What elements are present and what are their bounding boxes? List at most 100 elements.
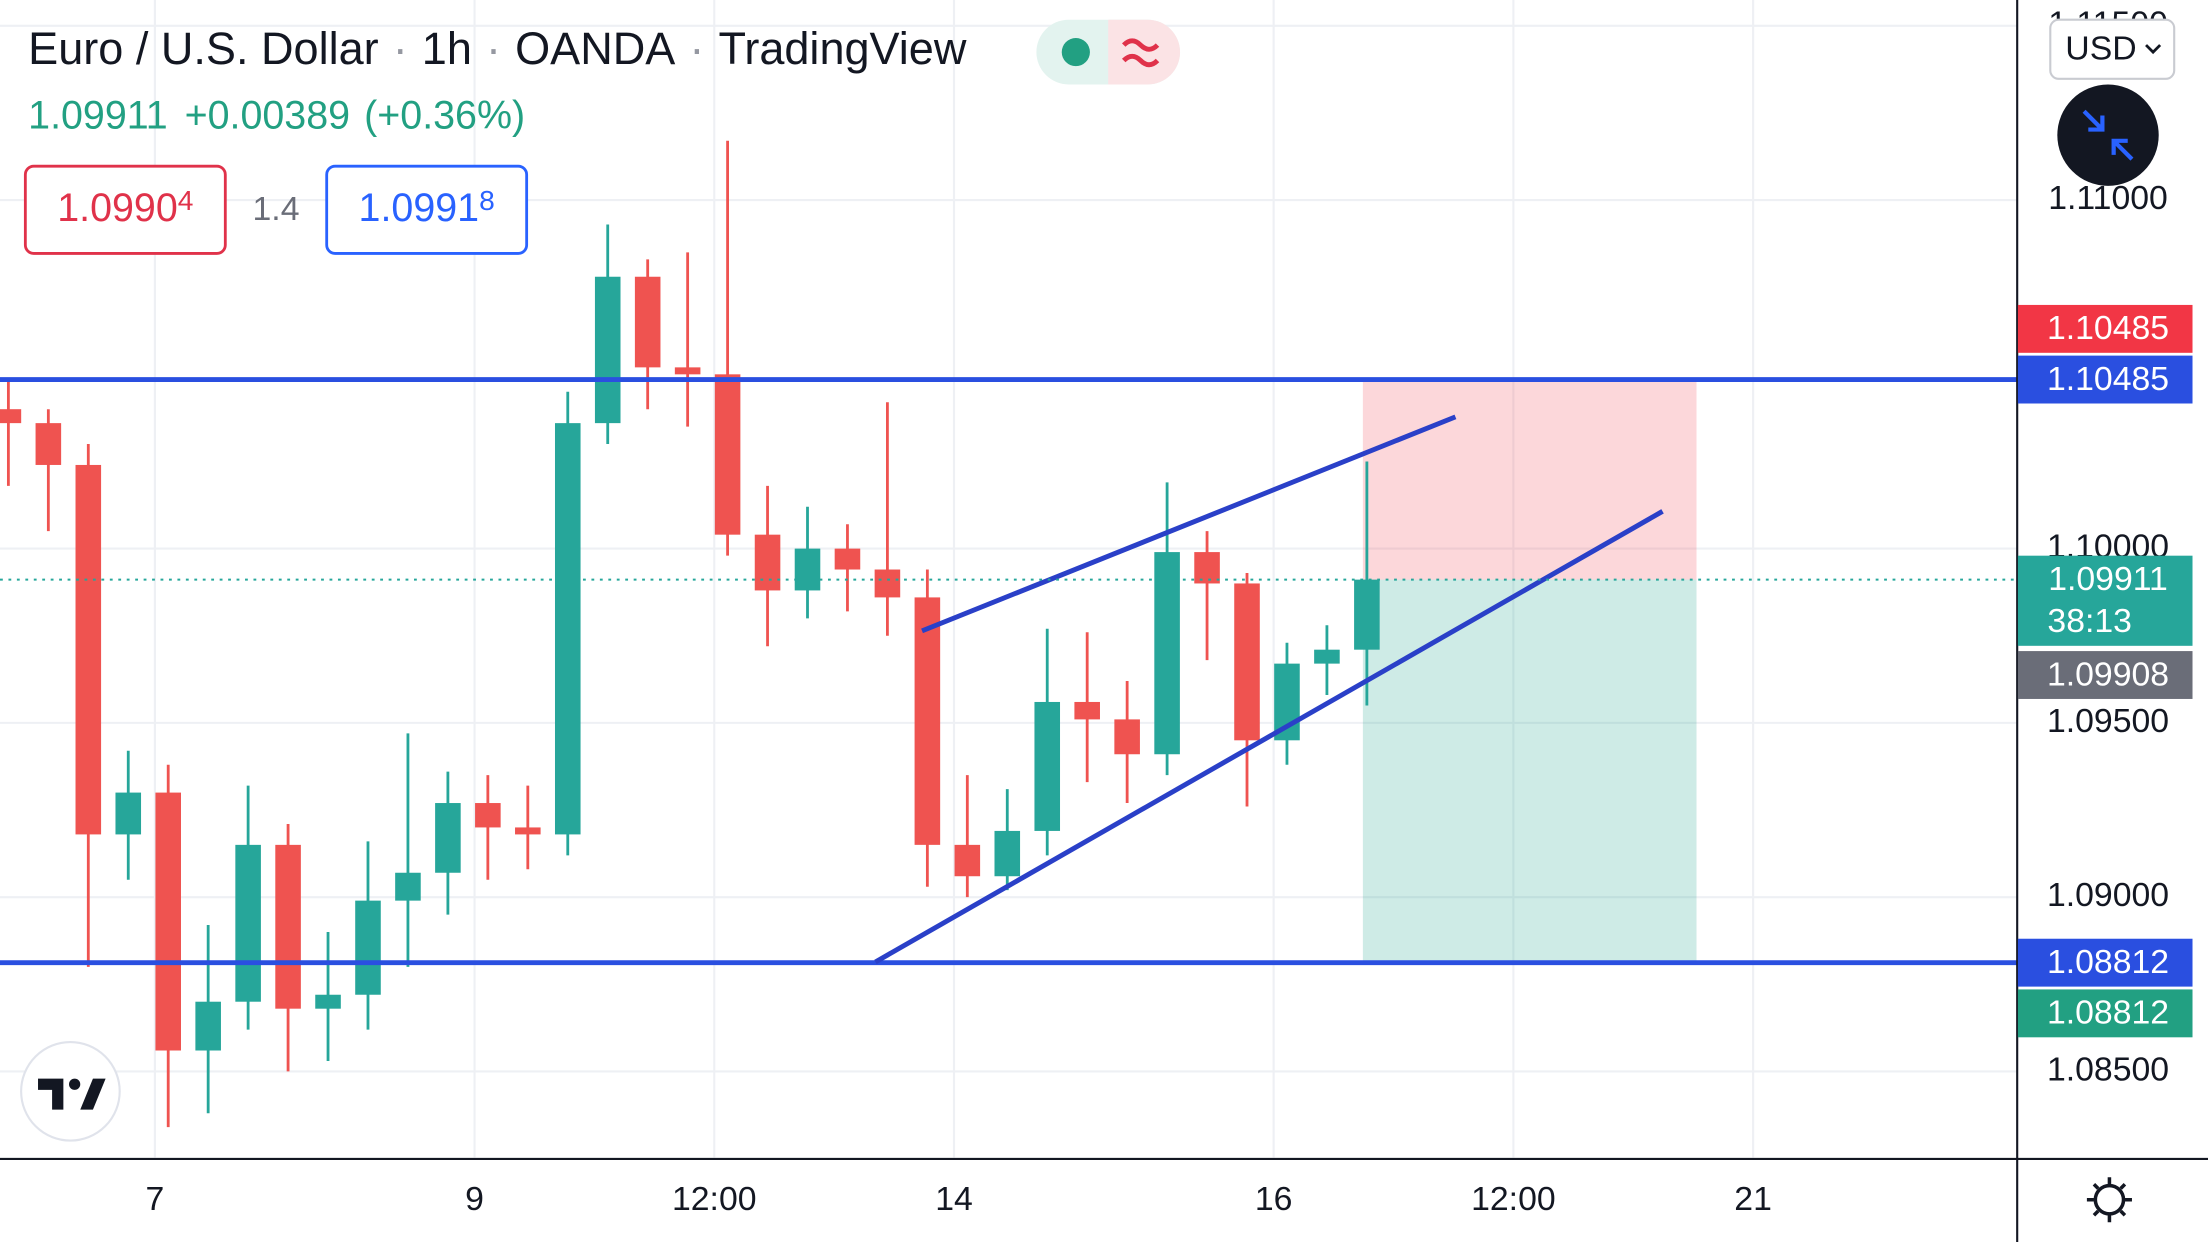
logo-circle bbox=[20, 1040, 121, 1142]
candle-body bbox=[195, 1001, 221, 1051]
currency: USD bbox=[2065, 30, 2136, 68]
logo-dot bbox=[69, 1078, 81, 1090]
separator: · bbox=[393, 23, 408, 74]
logo-mark bbox=[38, 1078, 106, 1110]
tv-logo[interactable] bbox=[20, 1040, 121, 1142]
buy-pip: 8 bbox=[479, 185, 495, 216]
market-status[interactable] bbox=[1036, 19, 1181, 85]
price-badge bbox=[2017, 304, 2193, 353]
buy-price: 1.09918 bbox=[359, 185, 495, 230]
gear-teeth bbox=[2086, 1177, 2132, 1223]
price-badge-label: 1.10485 bbox=[2047, 360, 2169, 398]
sell-button[interactable]: 1.09904 bbox=[23, 164, 227, 255]
sell-main: 1.0990 bbox=[57, 187, 178, 231]
price-badge bbox=[2017, 355, 2193, 404]
x-tick-label: 9 bbox=[465, 1180, 484, 1218]
price-badge-label: 1.08812 bbox=[2047, 994, 2169, 1032]
x-tick-label: 7 bbox=[145, 1180, 164, 1218]
candle-body bbox=[115, 792, 142, 835]
x-tick-label: 12:00 bbox=[1471, 1180, 1556, 1218]
countdown: 38:13 bbox=[2047, 602, 2132, 640]
sell-box bbox=[23, 164, 227, 255]
sell-pip: 4 bbox=[178, 185, 194, 216]
legend-values: 1.09911 +0.00389 (+0.36%) bbox=[28, 94, 525, 138]
buy-box bbox=[325, 164, 529, 255]
candle-body bbox=[35, 423, 62, 465]
last-price: 1.09911 bbox=[28, 94, 168, 138]
candle-body bbox=[554, 423, 581, 835]
price-badge bbox=[2017, 938, 2193, 987]
sell-price: 1.09904 bbox=[57, 185, 193, 230]
x-tick-label: 21 bbox=[1734, 1180, 1772, 1218]
candle-body bbox=[1314, 649, 1340, 664]
price-badge bbox=[2017, 989, 2193, 1038]
plot bbox=[0, 140, 2017, 1128]
candle-body bbox=[754, 534, 781, 591]
symbol: Euro / U.S. Dollar bbox=[28, 23, 378, 74]
x-tick-label: 14 bbox=[935, 1180, 973, 1218]
legend-title: Euro / U.S. Dollar · 1h · OANDA · TradingView bbox=[28, 23, 967, 74]
gear bbox=[2093, 1183, 2126, 1216]
candle-body bbox=[275, 844, 301, 1009]
target-zone bbox=[1362, 579, 1697, 963]
y-tick-label: 1.08500 bbox=[2047, 1050, 2169, 1088]
price-badge bbox=[2017, 555, 2193, 646]
candle-body bbox=[75, 464, 102, 835]
price-badge-label: 1.08812 bbox=[2047, 943, 2169, 981]
x-tick-label: 12:00 bbox=[672, 1180, 757, 1218]
y-tick-label: 1.09000 bbox=[2047, 876, 2169, 914]
candle-body bbox=[1354, 579, 1380, 650]
candle-body bbox=[475, 803, 501, 828]
change: +0.00389 bbox=[185, 94, 350, 138]
buy-main: 1.0991 bbox=[359, 187, 480, 231]
interval: 1h bbox=[422, 23, 472, 74]
candle-body bbox=[594, 276, 621, 424]
spread: 1.4 bbox=[253, 190, 300, 228]
candle-body bbox=[1234, 583, 1260, 741]
y-tick-label: 1.09500 bbox=[2047, 702, 2169, 740]
candle-body bbox=[315, 994, 341, 1009]
candle-body bbox=[435, 803, 461, 873]
candle-body bbox=[1194, 552, 1220, 584]
status-pill bbox=[1108, 19, 1181, 85]
axis-labels: 1.115001.110001.100001.095001.090001.085… bbox=[145, 5, 2169, 1218]
candle-body bbox=[634, 276, 661, 368]
price-badges: 1.10485 1.10485 1.09911 38:13 1.09908 1.08812… bbox=[2017, 304, 2193, 1038]
stop-zone bbox=[1362, 379, 1697, 580]
buy-button[interactable]: 1.09918 bbox=[325, 164, 529, 255]
candle-body bbox=[714, 374, 741, 535]
time-axis bbox=[0, 1158, 2208, 1242]
candle-body bbox=[914, 597, 941, 845]
candle-body bbox=[1034, 701, 1061, 831]
candle-body bbox=[355, 900, 381, 995]
status-dot bbox=[1061, 38, 1090, 67]
candle-body bbox=[834, 548, 861, 570]
candle-body bbox=[794, 548, 821, 591]
candle-body bbox=[155, 792, 181, 1051]
price-badge-label: 1.09911 bbox=[2048, 560, 2168, 598]
change-pct: (+0.36%) bbox=[364, 94, 525, 138]
candle-body bbox=[1114, 719, 1140, 755]
chevron bbox=[2145, 44, 2162, 55]
candle-body bbox=[0, 409, 22, 424]
candle-body bbox=[395, 872, 421, 901]
settings-button[interactable] bbox=[2086, 1177, 2132, 1223]
candle-body bbox=[235, 844, 261, 1002]
price-badge-label: 1.10485 bbox=[2047, 309, 2169, 347]
trend-line bbox=[921, 414, 1457, 634]
separator: · bbox=[689, 23, 704, 74]
currency-button[interactable]: USD bbox=[2049, 18, 2176, 80]
candle-body bbox=[994, 830, 1021, 877]
candle-body bbox=[515, 827, 541, 835]
candle-body bbox=[1154, 552, 1180, 755]
collapse-button[interactable] bbox=[2057, 84, 2159, 186]
candle-body bbox=[674, 367, 701, 375]
status-icon bbox=[1121, 38, 1160, 68]
collapse-circle bbox=[2057, 84, 2159, 186]
candle-body bbox=[1074, 701, 1100, 720]
separator: · bbox=[486, 23, 501, 74]
source: TradingView bbox=[718, 23, 966, 74]
